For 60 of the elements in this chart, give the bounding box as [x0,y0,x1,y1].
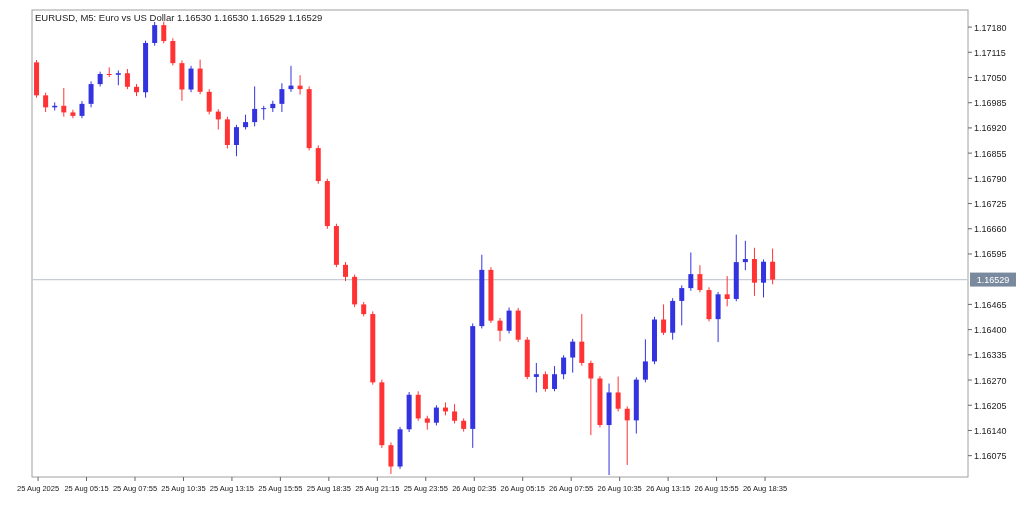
y-tick-label: 1.17050 [974,72,1007,83]
candlestick [170,37,176,66]
candlestick [552,365,558,392]
candlestick [679,284,685,326]
candlestick [624,405,630,466]
candlestick [506,307,512,334]
candlestick [433,404,439,426]
candlestick [197,59,203,95]
candlestick [343,261,349,282]
candlestick [252,85,258,127]
candlestick [106,66,112,78]
candlestick [724,275,730,307]
y-tick-label: 1.16985 [974,98,1007,109]
candlestick [742,240,748,271]
y-tick-label: 1.16140 [974,425,1007,436]
candlestick [261,105,267,121]
candlestick [542,371,548,393]
ref-line-label: 1.16529 [976,275,1010,286]
candlestick [561,354,567,380]
candlestick [61,87,67,118]
y-tick-label: 1.16725 [974,199,1007,210]
y-tick-label: 1.16270 [974,375,1007,386]
candlestick [770,248,776,285]
y-tick-label: 1.16595 [974,249,1007,260]
y-tick-label: 1.16465 [974,299,1007,310]
y-tick-label: 1.16855 [974,148,1007,159]
candlestick [697,264,703,293]
candlestick [188,65,194,93]
candlestick [452,403,458,424]
y-tick-label: 1.16205 [974,400,1007,411]
candlestick [415,390,421,422]
candlestick [579,313,585,367]
candlestick [206,88,212,115]
candlestick [43,92,49,113]
chart-title: EURUSD, M5: Euro vs US Dollar 1.16530 1.16530 1.16529 1.16529 [35,12,323,23]
candlestick [279,82,285,113]
y-tick-label: 1.16075 [974,451,1007,462]
candlestick [88,80,94,108]
candlestick [688,251,694,292]
candlestick [588,360,594,436]
candlestick [615,376,621,412]
candlestick [388,441,394,475]
y-tick-label: 1.16660 [974,224,1007,235]
candlestick [233,124,239,157]
y-tick-label: 1.16335 [974,350,1007,361]
candlestick [642,338,648,383]
candlestick [661,303,667,336]
candlestick [215,108,221,130]
candlestick [533,362,539,393]
candlestick [161,21,167,44]
y-tick-label: 1.16790 [974,173,1007,184]
y-tick-label: 1.16400 [974,325,1007,336]
candlestick [761,258,767,298]
candlestick [124,68,130,90]
y-tick-label: 1.17115 [974,47,1006,58]
candlestick [152,21,158,47]
candlestick [751,247,757,297]
y-tick-label: 1.17180 [974,22,1007,33]
y-tick-label: 1.16920 [974,123,1007,134]
candlestick [570,338,576,374]
